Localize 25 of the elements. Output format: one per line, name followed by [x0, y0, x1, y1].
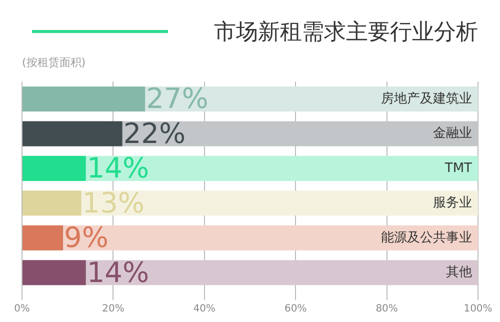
bar	[22, 156, 86, 181]
x-tick-label: 40%	[193, 304, 216, 315]
data-label: 14%	[86, 256, 150, 289]
y-tick-label: 其他	[446, 265, 472, 280]
bar	[22, 225, 64, 250]
y-tick-label: 房地产及建筑业	[381, 90, 472, 106]
x-tick-label: 20%	[102, 304, 124, 315]
x-tick-label: 80%	[376, 304, 398, 315]
x-tick-label: 0%	[14, 304, 30, 315]
y-tick-label: 服务业	[433, 196, 472, 211]
bar	[22, 260, 86, 286]
x-tick-label: 60%	[284, 304, 307, 315]
data-label: 13%	[82, 186, 145, 220]
data-label: 27%	[146, 82, 208, 116]
data-label: 14%	[86, 152, 150, 185]
x-tick-label: 100%	[464, 304, 492, 315]
y-tick-label: TMT	[444, 160, 472, 176]
y-tick-label: 能源及公共事业	[381, 230, 472, 246]
data-label: 9%	[64, 221, 108, 254]
data-label: 22%	[123, 116, 186, 150]
chart-subtitle: (按租赁面积)	[22, 56, 86, 69]
y-tick-label: 金融业	[433, 126, 472, 142]
bar	[22, 190, 82, 216]
bar	[22, 121, 122, 146]
chart-title: 市场新租需求主要行业分析	[214, 20, 478, 45]
